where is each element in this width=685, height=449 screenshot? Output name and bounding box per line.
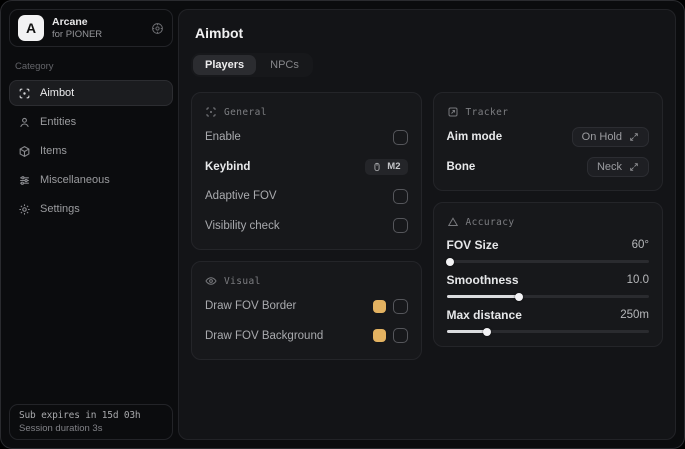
setting-label: Enable xyxy=(205,131,241,143)
setting-row-keybind: Keybind M2 xyxy=(205,156,408,177)
panel-title: Visual xyxy=(224,275,261,287)
slider-thumb[interactable] xyxy=(483,327,491,336)
slider-label: FOV Size xyxy=(446,238,499,252)
slider-thumb[interactable] xyxy=(515,292,524,301)
setting-label: Bone xyxy=(446,160,476,173)
gear-icon xyxy=(18,203,31,216)
sub-expiry-text: Sub expires in 15d 03h xyxy=(19,410,141,421)
sidebar-item-label: Settings xyxy=(40,203,80,215)
setting-row-bone: Bone Neck xyxy=(446,156,649,177)
eye-icon xyxy=(205,275,217,287)
fov-background-checkbox[interactable] xyxy=(392,328,408,343)
sidebar-item-label: Entities xyxy=(40,116,77,128)
subscription-card: Sub expires in 15d 03h Session duration … xyxy=(9,404,173,440)
max-distance-slider[interactable] xyxy=(446,327,649,336)
fov-size-value: 60° xyxy=(631,239,649,251)
smoothness-slider[interactable] xyxy=(446,292,649,301)
sidebar-item-label: Miscellaneous xyxy=(40,174,110,186)
app-logo: A xyxy=(18,15,44,41)
smoothness-value: 10.0 xyxy=(626,274,649,286)
sidebar-item-miscellaneous[interactable]: Miscellaneous xyxy=(9,167,173,193)
aim-mode-value: On Hold xyxy=(581,131,622,143)
expand-icon xyxy=(629,132,639,142)
panel-title: Accuracy xyxy=(465,216,515,228)
tab-bar: Players NPCs xyxy=(191,53,313,77)
setting-label: Visibility check xyxy=(205,219,280,232)
fov-border-checkbox[interactable] xyxy=(392,298,408,314)
sliders-icon xyxy=(18,174,31,187)
setting-label: Adaptive FOV xyxy=(205,190,277,202)
expand-icon xyxy=(629,162,639,172)
mouse-icon xyxy=(372,162,382,172)
bone-value: Neck xyxy=(596,160,622,173)
app-logo-card: A Arcane for PIONER xyxy=(9,9,173,47)
setting-label: Draw FOV Background xyxy=(205,329,324,342)
triangle-icon xyxy=(447,216,459,228)
keybind-button[interactable]: M2 xyxy=(365,158,408,175)
tracker-panel: Tracker Aim mode On Hold xyxy=(432,92,663,191)
max-distance-slider-group: Max distance 250m xyxy=(446,308,649,336)
max-distance-value: 250m xyxy=(620,309,649,321)
sidebar-item-items[interactable]: Items xyxy=(9,138,173,164)
panel-title: General xyxy=(224,106,267,118)
sidebar-item-aimbot[interactable]: Aimbot xyxy=(9,80,173,106)
bone-dropdown[interactable]: Neck xyxy=(586,156,649,177)
adaptive-fov-checkbox[interactable] xyxy=(392,188,408,204)
sidebar-nav: Aimbot Entities Items xyxy=(9,80,173,222)
visual-panel: Visual Draw FOV Border Draw FOV Backgrou… xyxy=(191,261,422,360)
fov-size-slider-group: FOV Size 60° xyxy=(445,238,649,266)
accuracy-panel: Accuracy FOV Size 60° xyxy=(432,202,663,347)
setting-label: Aim mode xyxy=(446,131,503,143)
sidebar: A Arcane for PIONER Category xyxy=(9,9,173,440)
settings-gear-icon[interactable] xyxy=(151,22,164,35)
slider-thumb[interactable] xyxy=(445,257,454,266)
box-icon xyxy=(18,145,31,158)
setting-label: Keybind xyxy=(205,160,251,173)
sidebar-item-label: Aimbot xyxy=(40,87,75,99)
visibility-check-checkbox[interactable] xyxy=(392,218,408,233)
frame-target-icon xyxy=(447,106,459,118)
session-duration-text: Session duration 3s xyxy=(19,423,103,434)
main-content: Aimbot Players NPCs General xyxy=(178,9,676,440)
slider-label: Max distance xyxy=(446,308,522,322)
setting-label: Draw FOV Border xyxy=(205,300,297,312)
enable-checkbox[interactable] xyxy=(392,129,408,145)
sidebar-item-settings[interactable]: Settings xyxy=(9,196,173,222)
general-panel: General Enable Keybind xyxy=(191,92,422,250)
entities-icon xyxy=(18,116,31,129)
crosshair-scan-icon xyxy=(205,106,217,118)
sidebar-item-label: Items xyxy=(40,145,67,157)
tab-players[interactable]: Players xyxy=(193,55,257,75)
smoothness-slider-group: Smoothness 10.0 xyxy=(446,273,649,301)
setting-row-adaptive-fov: Adaptive FOV xyxy=(205,186,408,207)
crosshair-scan-icon xyxy=(18,87,31,100)
slider-label: Smoothness xyxy=(446,273,519,287)
panel-title: Tracker xyxy=(465,106,509,118)
keybind-value: M2 xyxy=(387,161,401,172)
app-subtitle: for PIONER xyxy=(52,28,103,40)
app-name: Arcane xyxy=(52,15,88,28)
fov-border-color-swatch[interactable] xyxy=(372,299,386,313)
setting-row-aim-mode: Aim mode On Hold xyxy=(446,127,649,148)
page-title: Aimbot xyxy=(195,25,244,41)
sidebar-item-entities[interactable]: Entities xyxy=(9,109,173,135)
setting-row-fov-background: Draw FOV Background xyxy=(205,325,408,346)
tab-npcs[interactable]: NPCs xyxy=(270,59,299,71)
aim-mode-dropdown[interactable]: On Hold xyxy=(571,127,649,147)
fov-size-slider[interactable] xyxy=(445,257,649,266)
fov-background-color-swatch[interactable] xyxy=(372,329,386,342)
category-label: Category xyxy=(15,61,54,72)
setting-row-visibility-check: Visibility check xyxy=(205,215,408,236)
setting-row-fov-border: Draw FOV Border xyxy=(205,296,408,317)
setting-row-enable: Enable xyxy=(205,127,408,148)
